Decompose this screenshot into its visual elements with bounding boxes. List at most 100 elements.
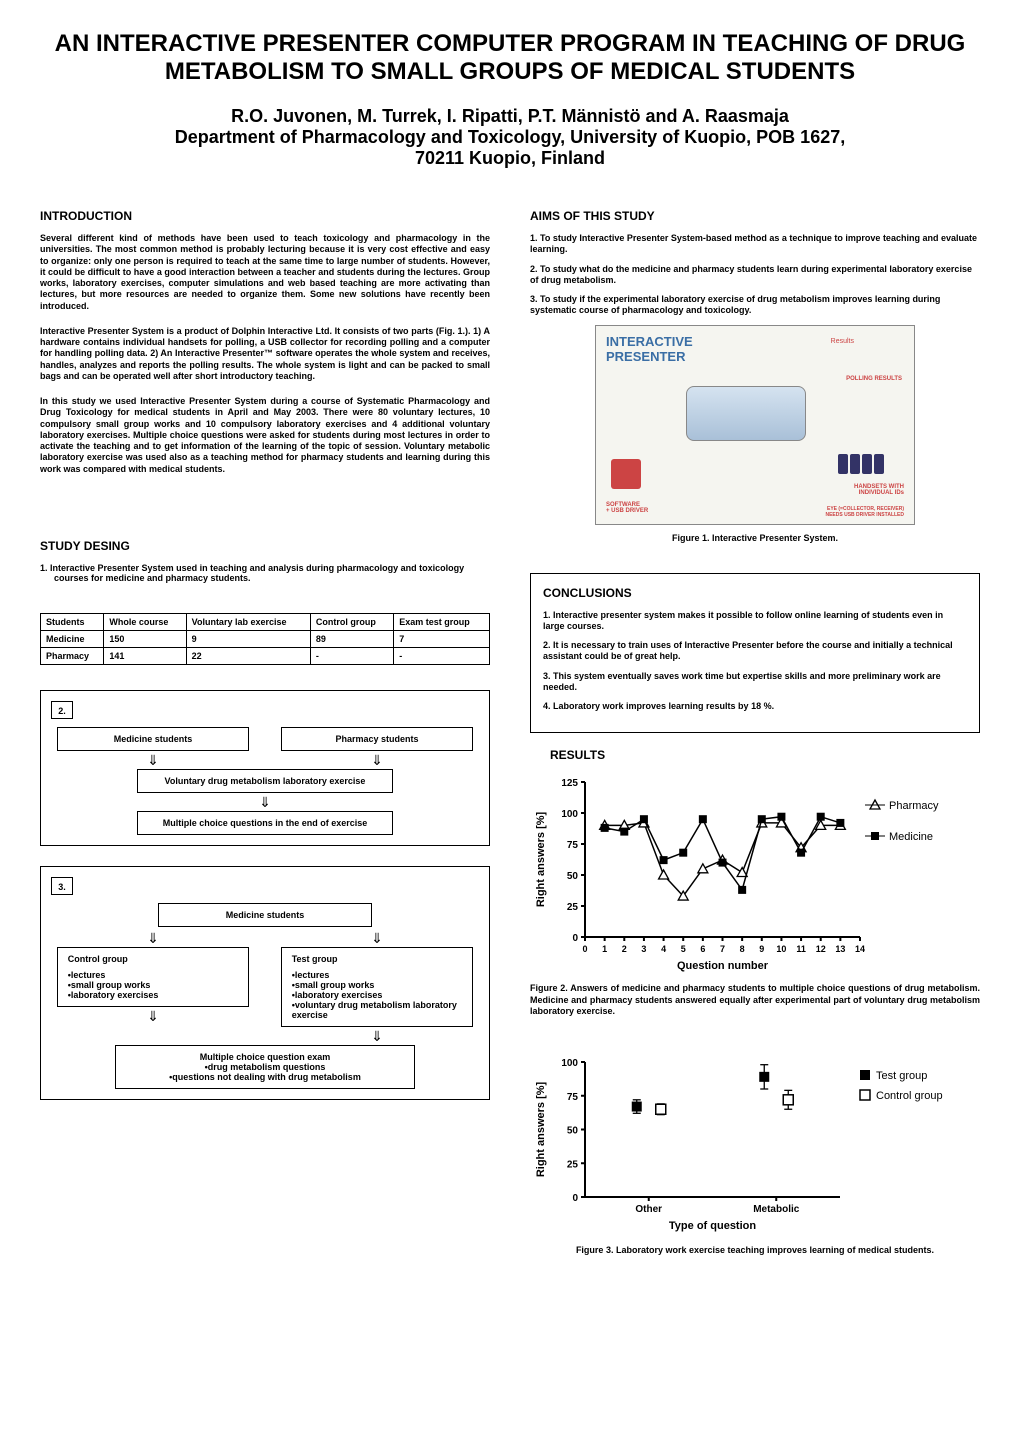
svg-text:5: 5 [681,944,686,954]
svg-text:Right answers [%]: Right answers [%] [535,1081,547,1177]
poster-title: AN INTERACTIVE PRESENTER COMPUTER PROGRA… [40,30,980,86]
projector-icon [686,386,806,441]
fig1-label: SOFTWARE+ USB DRIVER [606,502,648,514]
svg-text:Type of question: Type of question [669,1220,756,1232]
test-title: Test group [292,954,463,964]
table-cell: 150 [104,630,186,647]
scatter-chart-svg: 0 25 50 75 100 Other Metabolic Type of question… [530,1052,970,1232]
results-heading: RESULTS [550,748,980,762]
arrow-down-icon: ⇓ [281,931,474,945]
table-header: Whole course [104,613,186,630]
flow-box-mcq: Multiple choice questions in the end of … [137,811,394,835]
arrow-down-icon: ⇓ [281,753,474,767]
table-cell: - [394,647,490,664]
table-header: Control group [310,613,393,630]
table-cell: Pharmacy [41,647,104,664]
flow-box-exam: Multiple choice question exam •drug meta… [115,1045,415,1089]
table-cell: 22 [186,647,310,664]
affiliation-line: 70211 Kuopio, Finland [40,148,980,169]
fig1-label: Results [831,338,854,345]
fig1-label: EYE (=COLLECTOR, RECEIVER)NEEDS USB DRIV… [825,506,904,518]
figure-1-image: INTERACTIVEPRESENTER Results POLLING RES… [595,325,915,525]
svg-text:12: 12 [816,944,826,954]
aim-item: 3. To study if the experimental laborato… [530,294,980,317]
svg-text:Pharmacy: Pharmacy [889,800,939,812]
table-header: Exam test group [394,613,490,630]
bullet-item: •small group works [292,980,463,990]
figure-3-caption: Figure 3. Laboratory work exercise teach… [530,1245,980,1255]
svg-text:6: 6 [700,944,705,954]
bullet-item: •drug metabolism questions [126,1062,404,1072]
diagram-number: 3. [51,877,73,895]
arrow-down-icon: ⇓ [57,931,250,945]
aim-item: 2. To study what do the medicine and pha… [530,264,980,287]
svg-text:7: 7 [720,944,725,954]
fig1-label: HANDSETS WITHINDIVIDUAL IDs [854,484,904,496]
svg-text:0: 0 [572,1193,578,1204]
svg-text:25: 25 [567,902,579,913]
svg-text:Right answers [%]: Right answers [%] [535,812,547,908]
svg-text:10: 10 [776,944,786,954]
figure-1-caption: Figure 1. Interactive Presenter System. [530,533,980,543]
figure-3-chart: 0 25 50 75 100 Other Metabolic Type of question… [530,1052,980,1237]
svg-text:Question number: Question number [677,960,769,972]
table-cell: Medicine [41,630,104,647]
flow-diagram-2: 2. Medicine students ⇓ Pharmacy students… [40,690,490,846]
svg-text:1: 1 [602,944,607,954]
flow-box-test: Test group •lectures•small group works•l… [281,947,474,1027]
conclusion-item: 4. Laboratory work improves learning res… [543,701,967,712]
study-item: 1. Interactive Presenter System used in … [40,563,490,583]
svg-text:Medicine: Medicine [889,831,933,843]
arrow-down-icon: ⇓ [281,1029,474,1043]
svg-text:125: 125 [561,778,578,789]
conclusions-heading: CONCLUSIONS [543,586,967,600]
svg-text:Metabolic: Metabolic [753,1204,800,1215]
intro-para: In this study we used Interactive Presen… [40,396,490,475]
fig1-overlay-title: INTERACTIVEPRESENTER [606,334,693,364]
arrow-down-icon: ⇓ [137,795,394,809]
svg-text:8: 8 [740,944,745,954]
control-title: Control group [68,954,239,964]
svg-text:Other: Other [635,1204,662,1215]
svg-text:25: 25 [567,1159,579,1170]
line-chart-svg: 025507510012501234567891011121314Questio… [530,772,970,972]
svg-text:100: 100 [561,1058,578,1069]
svg-text:50: 50 [567,871,579,882]
svg-text:9: 9 [759,944,764,954]
svg-text:100: 100 [561,809,578,820]
bullet-item: •laboratory exercises [292,990,463,1000]
study-heading: STUDY DESING [40,539,490,553]
affiliation-line: Department of Pharmacology and Toxicolog… [40,127,980,148]
figure-2-chart: 025507510012501234567891011121314Questio… [530,772,980,977]
svg-text:75: 75 [567,1092,579,1103]
table-cell: 141 [104,647,186,664]
aim-item: 1. To study Interactive Presenter System… [530,233,980,256]
conclusion-item: 3. This system eventually saves work tim… [543,671,967,694]
conclusions-box: CONCLUSIONS 1. Interactive presenter sys… [530,573,980,734]
arrow-down-icon: ⇓ [57,1009,250,1023]
flow-box-voluntary: Voluntary drug metabolism laboratory exe… [137,769,394,793]
conclusion-item: 1. Interactive presenter system makes it… [543,610,967,633]
flow-box-medicine: Medicine students [158,903,372,927]
table-cell: - [310,647,393,664]
diagram-number: 2. [51,701,73,719]
flow-box-medicine: Medicine students [57,727,250,751]
flow-box-control: Control group •lectures•small group work… [57,947,250,1007]
figure-2-caption: Figure 2. Answers of medicine and pharma… [530,983,980,1017]
svg-text:Test group: Test group [876,1070,927,1082]
svg-text:50: 50 [567,1126,579,1137]
intro-para: Interactive Presenter System is a produc… [40,326,490,382]
aims-heading: AIMS OF THIS STUDY [530,209,980,223]
students-table: StudentsWhole courseVoluntary lab exerci… [40,613,490,665]
svg-text:Control group: Control group [876,1090,943,1102]
intro-para: Several different kind of methods have b… [40,233,490,312]
intro-heading: INTRODUCTION [40,209,490,223]
right-column: AIMS OF THIS STUDY 1. To study Interacti… [530,209,980,1265]
table-cell: 7 [394,630,490,647]
arrow-down-icon: ⇓ [57,753,250,767]
svg-text:14: 14 [855,944,865,954]
exam-title: Multiple choice question exam [126,1052,404,1062]
authors-block: R.O. Juvonen, M. Turrek, I. Ripatti, P.T… [40,106,980,169]
bullet-item: •small group works [68,980,239,990]
handsets-icon [838,454,884,474]
